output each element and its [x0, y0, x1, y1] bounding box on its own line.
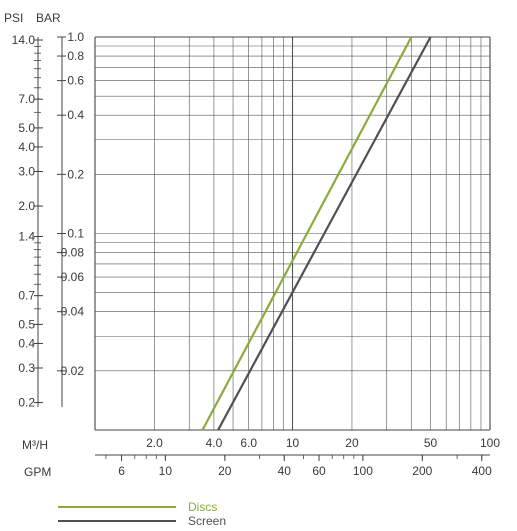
psi-tick-label: 5.0 — [18, 121, 35, 135]
psi-tick-label: 0.2 — [18, 396, 35, 410]
bar-tick-label: 1.0 — [67, 30, 84, 44]
m3h-tick-label: 10 — [286, 436, 300, 450]
psi-tick-label: 3.0 — [18, 164, 35, 178]
m3h-tick-label: 20 — [345, 436, 359, 450]
psi-tick-label: 1.4 — [18, 230, 35, 244]
legend-swatch-discs — [58, 506, 176, 508]
bar-tick-label: 0.04 — [61, 305, 85, 319]
gpm-tick-label: 200 — [412, 464, 432, 478]
bar-tick-label: 0.8 — [67, 49, 84, 63]
series-line-discs — [201, 36, 413, 431]
gpm-tick-label: 100 — [353, 464, 373, 478]
psi-tick-label: 0.4 — [18, 336, 35, 350]
plot-frame — [94, 36, 491, 430]
x-axis-gpm: 6 10 20 40 60 100 200 400 — [95, 454, 492, 478]
legend-item-screen: Screen — [58, 514, 226, 528]
grid — [94, 36, 491, 431]
psi-axis-title: PSI — [4, 11, 23, 25]
legend-swatch-screen — [58, 520, 176, 522]
bar-tick-label: 0.2 — [67, 167, 84, 181]
bar-tick-label: 0.4 — [67, 108, 84, 122]
y-axis-psi: 14.0 7.0 5.0 4.0 3.0 2.0 1.4 0.7 0.5 0.4 0.3 0.2 — [12, 33, 43, 410]
bar-tick-label: 0.1 — [67, 227, 84, 241]
bar-axis-title: BAR — [36, 11, 61, 25]
legend-label-discs: Discs — [188, 500, 218, 514]
legend-label-screen: Screen — [188, 514, 227, 528]
psi-tick-label: 4.0 — [18, 140, 35, 154]
series-lines — [201, 36, 432, 431]
bar-tick-label: 0.6 — [67, 74, 84, 88]
m3h-tick-label: 4.0 — [206, 436, 223, 450]
psi-tick-label: 14.0 — [12, 33, 36, 47]
gpm-tick-label: 10 — [159, 464, 173, 478]
psi-tick-label: 7.0 — [18, 92, 35, 106]
bar-tick-label: 0.02 — [61, 364, 85, 378]
legend-item-discs: Discs — [58, 500, 217, 514]
psi-tick-label: 0.7 — [18, 289, 35, 303]
psi-tick-label: 2.0 — [18, 199, 35, 213]
x-axis-m3h: 2.0 4.0 6.0 10 20 50 100 — [95, 429, 500, 450]
psi-tick-label: 0.5 — [18, 317, 35, 331]
m3h-tick-label: 50 — [424, 436, 438, 450]
gpm-tick-label: 40 — [278, 464, 292, 478]
y-axis-bar: 1.0 0.8 0.6 0.4 0.2 0.1 0.08 0.06 0.04 0.02 — [57, 30, 84, 407]
bar-tick-label: 0.08 — [61, 246, 85, 260]
gpm-axis-title: GPM — [24, 465, 51, 479]
gpm-tick-label: 20 — [218, 464, 232, 478]
gpm-tick-label: 6 — [118, 464, 125, 478]
bar-tick-label: 0.06 — [61, 270, 85, 284]
m3h-tick-label: 100 — [480, 436, 500, 450]
psi-tick-label: 0.3 — [18, 361, 35, 375]
gpm-tick-label: 400 — [472, 464, 492, 478]
m3h-axis-title: M³/H — [22, 438, 48, 452]
series-line-screen — [217, 36, 432, 431]
m3h-tick-label: 6.0 — [240, 436, 257, 450]
gpm-tick-label: 60 — [312, 464, 326, 478]
m3h-tick-label: 2.0 — [146, 436, 163, 450]
